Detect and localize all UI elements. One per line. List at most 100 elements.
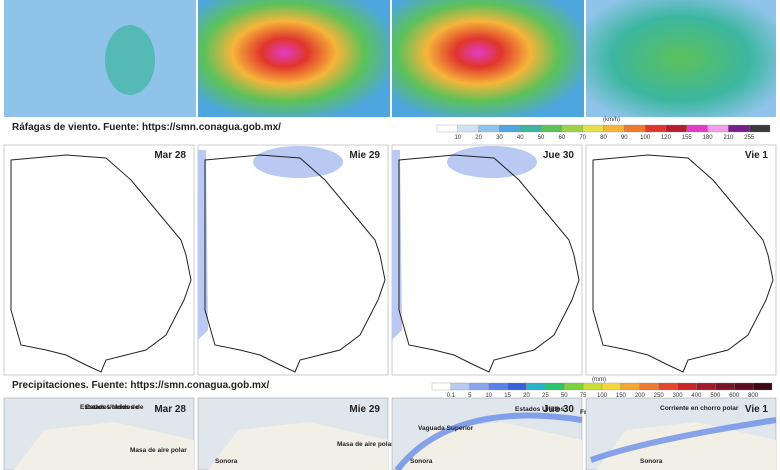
land [14, 422, 194, 470]
scale-label: 100 [640, 135, 651, 141]
map-note: Sonora [215, 458, 238, 465]
precip-map [391, 144, 583, 376]
land [208, 422, 388, 470]
swatch [601, 382, 622, 391]
precip-row: Mar 28 Mie 29 Jue 30 Vie 1 [3, 144, 777, 376]
map-note: Estados Unidos de [80, 404, 139, 411]
swatch [707, 124, 729, 133]
swatch [715, 382, 735, 391]
swatch [488, 382, 508, 391]
map-note: Estados Unidos [515, 406, 565, 413]
wind-patch [105, 25, 155, 95]
swatch [734, 382, 754, 391]
wind-map [392, 0, 584, 117]
scale-label: 0.1 [447, 393, 456, 399]
scale-label: 600 [729, 393, 740, 399]
scale-label: 50 [561, 393, 568, 399]
scale-label: 10 [485, 393, 492, 399]
wind-row [4, 0, 776, 117]
scale-label: 5 [468, 393, 472, 399]
jet [589, 417, 777, 463]
synoptic-row: Mar 28 Estados Unidos de Masa de aire pola… [3, 397, 777, 470]
scale-label: 50 [538, 135, 545, 141]
precip-map [197, 144, 389, 376]
scale-label: 20 [475, 135, 482, 141]
map-note: Masa de aire polar [130, 447, 187, 454]
scale-label: 10 [454, 135, 461, 141]
swatch [696, 382, 716, 391]
scale-label: 200 [635, 393, 646, 399]
precip-colorbar: 0.1 5 10 15 20 25 50 75 100 150 200 250 300 400 500 600… [431, 382, 773, 399]
swatch [603, 124, 625, 133]
wind-colorbar: 10 20 30 40 50 60 70 80 90 100 120 155 180 210 255 [436, 124, 771, 141]
scale-label: 155 [682, 135, 693, 141]
day-label: Mar 28 [154, 404, 186, 415]
swatch [540, 124, 563, 133]
swatch [545, 382, 565, 391]
swatch [620, 382, 640, 391]
map-note: Sonora [410, 458, 433, 465]
precip-unit: (mm) [592, 377, 606, 383]
day-label: Mie 29 [349, 150, 380, 161]
jet [394, 412, 583, 470]
scale-label: 25 [542, 393, 549, 399]
swatch [624, 124, 646, 133]
swatch [520, 124, 542, 133]
swatch [658, 382, 678, 391]
swatch [644, 124, 667, 133]
swatch [431, 382, 452, 391]
scale-label: 500 [710, 393, 721, 399]
day-label: Mar 28 [154, 150, 186, 161]
map-note: Estados Unidos de [85, 404, 144, 411]
scale-label: 400 [691, 393, 702, 399]
map-note: Corriente en chorro polar [660, 405, 739, 412]
scale-label: 40 [517, 135, 524, 141]
scale-label: 180 [703, 135, 714, 141]
scale-label: 250 [654, 393, 665, 399]
day-label: Vie 1 [745, 404, 769, 415]
scale-label: 15 [504, 393, 511, 399]
scale-label: 800 [748, 393, 759, 399]
swatch [752, 382, 773, 391]
wind-caption: Ráfagas de viento. Fuente: https://smn.c… [12, 122, 281, 133]
scale-label: 30 [496, 135, 503, 141]
map-note: Vaguada Superior [418, 425, 474, 432]
swatch [639, 382, 659, 391]
scale-label: 90 [621, 135, 628, 141]
scale-label: 120 [661, 135, 672, 141]
scale-label: 255 [744, 135, 755, 141]
day-label: Mie 29 [349, 404, 380, 415]
scale-label: 300 [673, 393, 684, 399]
precip-caption: Precipitaciones. Fuente: https://smn.con… [12, 380, 269, 391]
precip-map [3, 144, 195, 376]
rain-area [447, 146, 537, 178]
swatch [450, 382, 470, 391]
wind-map [4, 0, 196, 117]
scale-label: 60 [559, 135, 566, 141]
swatch [677, 382, 697, 391]
swatch [469, 382, 489, 391]
swatch [561, 124, 583, 133]
swatch [582, 124, 604, 133]
swatch [564, 382, 584, 391]
swatch [478, 124, 500, 133]
wind-map [198, 0, 390, 117]
wind-map [586, 0, 776, 117]
map-note: Masa de aire polar [337, 441, 394, 448]
scale-label: 70 [579, 135, 586, 141]
day-label: Jue 30 [543, 404, 575, 415]
swatch [728, 124, 750, 133]
rain-area [253, 146, 343, 178]
scale-label: 150 [616, 393, 627, 399]
scale-label: 210 [723, 135, 734, 141]
swatch [436, 124, 458, 133]
wind-unit: (km/h) [603, 117, 620, 123]
scale-label: 80 [600, 135, 607, 141]
swatch [665, 124, 687, 133]
swatch [686, 124, 708, 133]
map-note: Sonora [640, 458, 663, 465]
scale-label: 75 [580, 393, 587, 399]
precip-map [585, 144, 777, 376]
swatch [749, 124, 771, 133]
